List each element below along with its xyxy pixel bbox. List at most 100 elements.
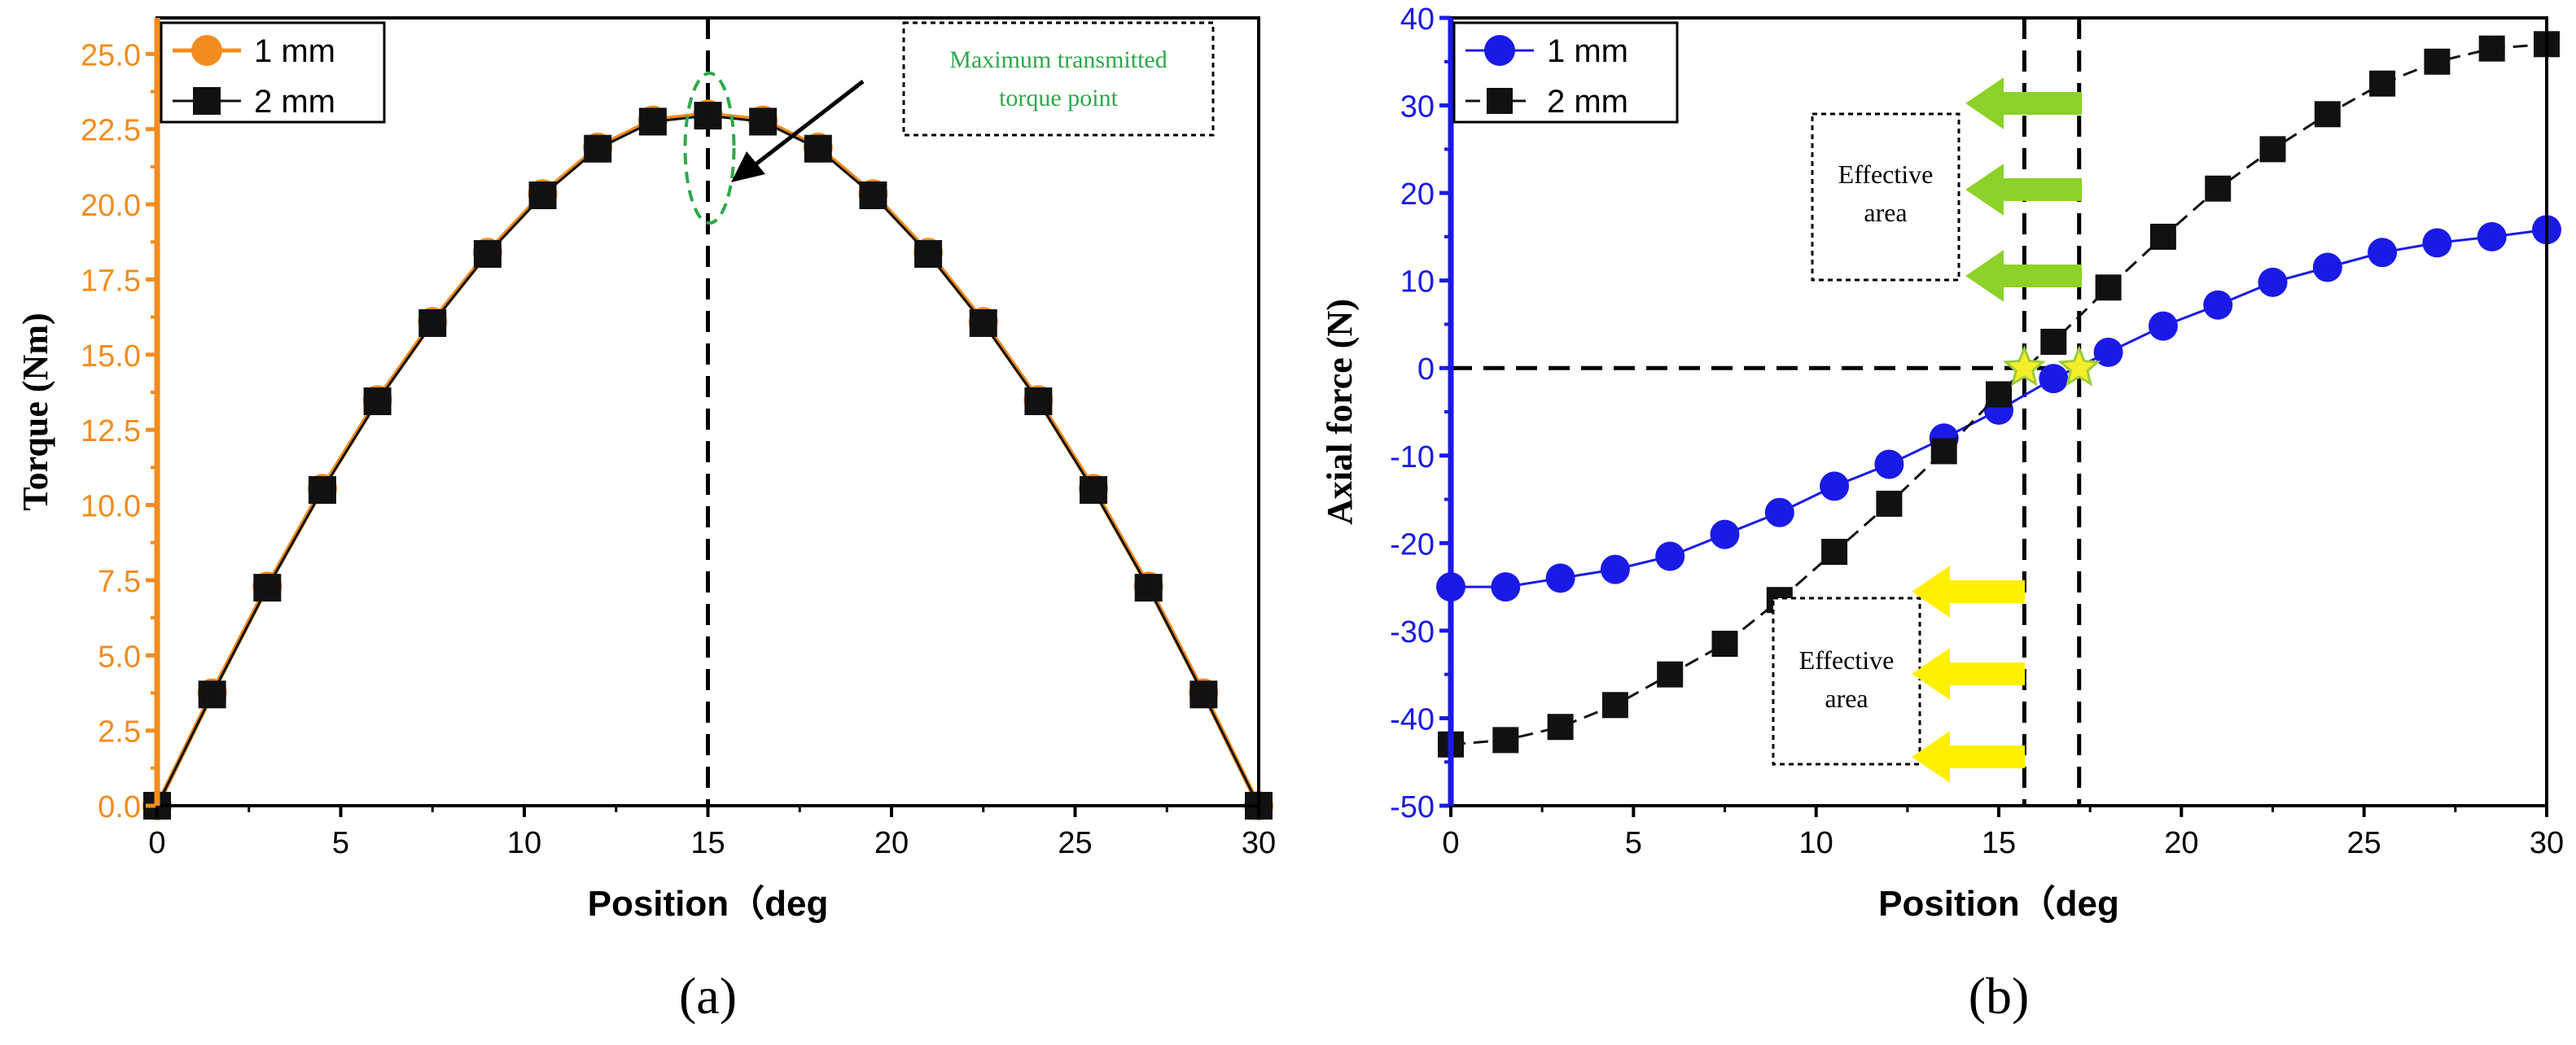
axial-data-point: [2149, 223, 2176, 250]
torque-data-point: [694, 102, 722, 130]
torque-data-point: [804, 134, 832, 163]
axial-data-point: [1547, 714, 1574, 741]
max-torque-ellipse: [683, 72, 736, 225]
torque-legend-marker: [193, 87, 221, 115]
effective-area-upper-line2: area: [1864, 198, 1907, 227]
torque-legend: 1 mm 2 mm: [160, 21, 386, 124]
torque-x-tick-label: 0: [148, 826, 165, 860]
axial-series-2: [1438, 31, 2560, 758]
axial-data-point: [2039, 364, 2069, 394]
effective-area-upper-box: [1811, 112, 1960, 282]
torque-data-point: [1134, 574, 1163, 602]
torque-legend-label: 2 mm: [254, 84, 335, 120]
axial-data-point: [2205, 175, 2232, 202]
upper-effective-arrow: [1965, 250, 2082, 302]
torque-data-point: [198, 680, 226, 709]
max-torque-annotation-line2: torque point: [999, 85, 1118, 111]
axial-data-point: [1821, 539, 1848, 566]
torque-legend-item: 1 mm: [173, 33, 335, 69]
axial-y-tick-label: -30: [1390, 615, 1435, 649]
torque-y-tick-label: 2.5: [98, 715, 141, 750]
axial-x-tick-label: 5: [1625, 826, 1642, 860]
axial-force-chart: -50 -40 -30 -20 -10 0 10 20 30 40 0 5 10 15 20 25 30 Ax…: [1320, 2, 2564, 1025]
axial-y-tick-label: -20: [1390, 527, 1435, 562]
axial-data-point: [2314, 101, 2341, 128]
torque-data-point: [859, 181, 887, 209]
torque-y-tick-label: 17.5: [81, 264, 141, 298]
axial-legend-label: 2 mm: [1547, 84, 1628, 120]
axial-y-axis: -50 -40 -30 -20 -10 0 10 20 30 40: [1390, 2, 1454, 824]
axial-y-tick-label: -50: [1390, 790, 1435, 824]
torque-y-tick-label: 10.0: [81, 490, 141, 524]
torque-data-point: [528, 181, 557, 209]
axial-data-point: [1710, 519, 1740, 549]
effective-area-arrows: [1912, 77, 2082, 783]
axial-data-point: [1930, 438, 1957, 465]
torque-series-group: [142, 99, 1273, 820]
axial-legend-label: 1 mm: [1547, 33, 1628, 69]
axial-data-point: [1492, 727, 1519, 754]
axial-data-point: [2369, 70, 2396, 97]
axial-data-point: [1657, 661, 1684, 688]
effective-area-upper-line1: Effective: [1838, 160, 1934, 189]
axial-x-axis-label: Position（deg: [1878, 884, 2119, 924]
axial-data-point: [2093, 337, 2123, 367]
effective-area-lower-box: [1772, 597, 1921, 766]
axial-y-tick-label: 0: [1417, 352, 1435, 387]
axial-data-point: [1874, 449, 1904, 479]
axial-data-point: [2203, 290, 2233, 320]
axial-series-group: [1436, 31, 2561, 758]
torque-x-axis-label: Position（deg: [588, 884, 829, 924]
torque-y-tick-label: 22.5: [81, 114, 141, 148]
effective-area-lower-line1: Effective: [1799, 645, 1895, 675]
axial-x-tick-label: 15: [1982, 826, 2016, 860]
torque-y-tick-label: 15.0: [81, 339, 141, 374]
axial-data-point: [2095, 274, 2122, 301]
torque-data-point: [1024, 387, 1053, 416]
axial-x-tick-label: 30: [2530, 826, 2564, 860]
zero-crossing-star: [2057, 345, 2101, 387]
torque-x-tick-label: 20: [874, 826, 909, 860]
axial-legend-item: 1 mm: [1465, 33, 1628, 69]
axial-x-tick-label: 25: [2347, 826, 2381, 860]
torque-x-tick-label: 25: [1058, 826, 1092, 860]
lower-effective-arrow: [1912, 731, 2025, 783]
axial-data-point: [2424, 48, 2451, 75]
lower-effective-arrow: [1912, 648, 2025, 700]
axial-y-tick-label: 10: [1400, 265, 1435, 300]
torque-data-point: [1080, 476, 1108, 505]
torque-data-point: [253, 574, 282, 602]
axial-data-point: [1764, 497, 1794, 527]
torque-data-point: [914, 240, 943, 269]
max-torque-annotation: Maximum transmitted torque point: [683, 21, 1215, 225]
torque-legend-item: 2 mm: [173, 84, 335, 120]
torque-data-point: [969, 309, 997, 338]
axial-y-tick-label: 20: [1400, 177, 1435, 212]
axial-data-point: [2259, 136, 2286, 163]
torque-x-tick-label: 10: [507, 826, 541, 860]
torque-legend-label: 1 mm: [254, 33, 335, 69]
torque-y-tick-label: 12.5: [81, 414, 141, 448]
torque-y-tick-label: 7.5: [98, 565, 141, 599]
axial-data-point: [1600, 554, 1630, 584]
axial-data-point: [2148, 311, 2178, 341]
axial-y-tick-label: -10: [1390, 440, 1435, 474]
axial-data-point: [1655, 541, 1685, 571]
torque-chart: 0.0 2.5 5.0 7.5 10.0 12.5 15.0 17.5 20.0 22.5 25.0…: [15, 16, 1276, 1025]
torque-x-tick-label: 5: [332, 826, 349, 860]
axial-data-point: [1876, 490, 1903, 517]
axial-legend-item: 2 mm: [1465, 84, 1628, 120]
upper-effective-arrow: [1965, 77, 2082, 129]
axial-x-tick-label: 20: [2164, 826, 2198, 860]
panel-a-label: (a): [679, 967, 737, 1025]
axial-legend-marker: [1487, 88, 1513, 114]
axial-data-point: [2368, 238, 2398, 268]
upper-effective-arrow: [1965, 164, 2082, 216]
axial-data-point: [2477, 221, 2507, 251]
torque-series-2: [143, 102, 1273, 820]
torque-data-point: [638, 107, 667, 136]
torque-data-point: [1189, 680, 1218, 709]
max-torque-annotation-line1: Maximum transmitted: [949, 46, 1167, 73]
effective-area-lower: Effective area: [1772, 597, 1921, 766]
